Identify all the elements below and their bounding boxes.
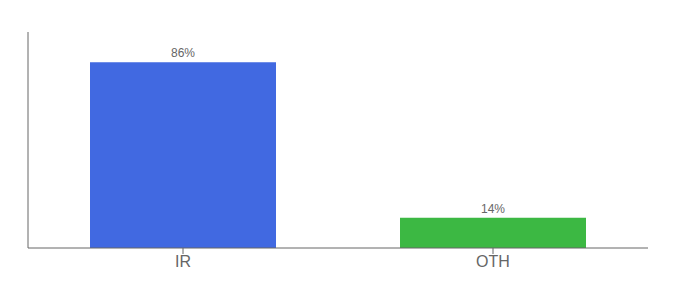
- svg-text:86%: 86%: [171, 46, 195, 60]
- svg-text:OTH: OTH: [476, 253, 510, 270]
- svg-text:14%: 14%: [481, 202, 505, 216]
- svg-text:IR: IR: [175, 253, 191, 270]
